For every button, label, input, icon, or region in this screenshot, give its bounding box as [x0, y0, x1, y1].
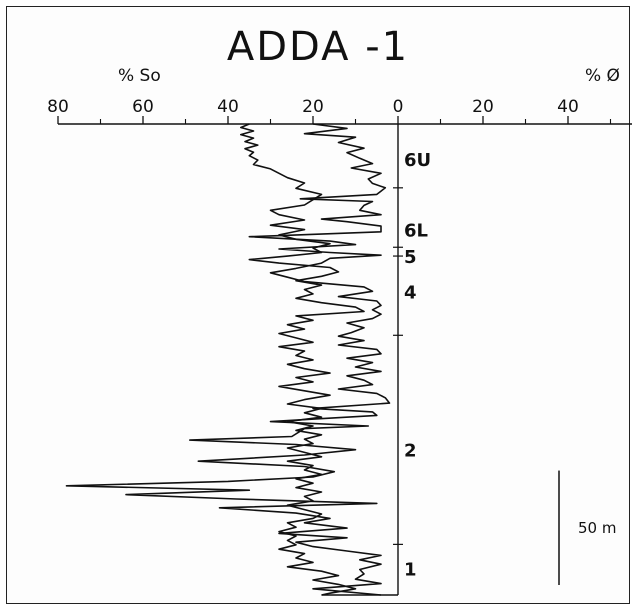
x-tick-label: 20	[472, 97, 494, 117]
right-axis-label: % Ø	[585, 66, 620, 86]
zone-label: 2	[404, 441, 417, 462]
zone-label: 1	[404, 560, 417, 581]
x-tick-label: 40	[217, 97, 239, 117]
so-log-line	[65, 123, 391, 596]
x-tick-label: 0	[393, 97, 404, 117]
zone-label: 5	[404, 247, 417, 268]
zone-label: 6L	[404, 221, 428, 242]
x-tick-label: 60	[132, 97, 154, 117]
zone-label: 4	[404, 282, 417, 303]
x-tick-label: 20	[302, 97, 324, 117]
x-tick-label: 40	[557, 97, 579, 117]
left-axis-label: % So	[118, 66, 161, 86]
x-tick-label: 80	[47, 97, 69, 117]
scale-bar-label: 50 m	[578, 519, 616, 537]
chart-title: ADDA -1	[226, 24, 410, 70]
zone-label: 6U	[404, 150, 431, 171]
porosity-log-line	[240, 123, 365, 596]
